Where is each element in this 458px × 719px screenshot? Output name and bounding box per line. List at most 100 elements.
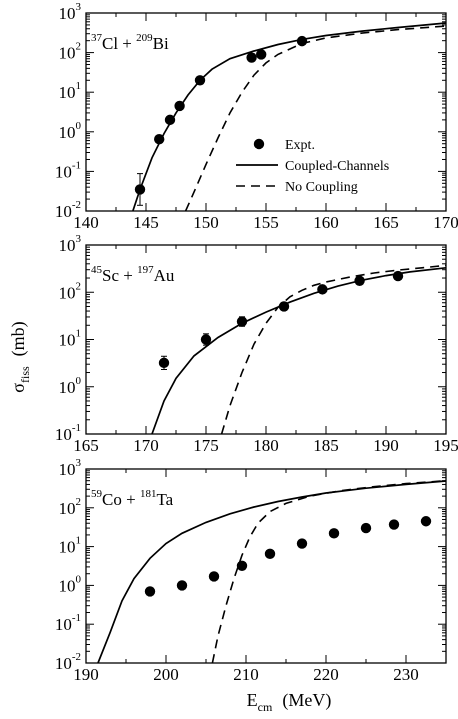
expt-data-point xyxy=(246,52,257,63)
y-tick-label: 10-2 xyxy=(55,199,81,221)
y-tick-label: 100 xyxy=(59,375,82,397)
y-tick-exponent: -2 xyxy=(72,651,81,663)
expt-data-point xyxy=(176,580,188,591)
expt-data-point xyxy=(144,586,156,597)
y-tick-label: 103 xyxy=(59,233,82,255)
reaction-label-part: 197 xyxy=(137,264,154,276)
x-tick-label: 210 xyxy=(233,665,259,684)
legend-label: Coupled-Channels xyxy=(285,159,389,174)
y-tick-exponent: 3 xyxy=(76,233,82,245)
y-tick-base: 10 xyxy=(55,162,72,181)
legend-label: No Coupling xyxy=(285,180,358,195)
reaction-label-part: Ta xyxy=(156,490,173,509)
reaction-label-part: Au xyxy=(154,266,175,285)
x-tick-label: 165 xyxy=(73,436,99,455)
reaction-label-part: 37 xyxy=(91,32,103,44)
y-tick-base: 10 xyxy=(55,654,72,673)
expt-data-point xyxy=(328,528,340,539)
y-tick-label: 10-2 xyxy=(55,651,81,673)
x-tick-label: 140 xyxy=(73,213,99,232)
y-tick-exponent: 0 xyxy=(76,573,82,585)
y-tick-exponent: 2 xyxy=(76,496,82,508)
expt-data-point xyxy=(388,519,400,530)
expt-data-point xyxy=(264,548,276,560)
reaction-label-part: Co + xyxy=(102,490,140,509)
x-tick-label: 170 xyxy=(133,436,159,455)
x-axis-unit: (MeV) xyxy=(282,690,331,711)
y-tick-label: 10-1 xyxy=(55,159,81,181)
reaction-label-part: Bi xyxy=(153,34,169,53)
reaction-label-part: 209 xyxy=(136,32,153,44)
y-tick-base: 10 xyxy=(59,460,76,479)
y-tick-exponent: 0 xyxy=(76,375,82,387)
x-axis-subscript: cm xyxy=(258,700,273,714)
y-tick-base: 10 xyxy=(59,499,76,518)
x-tick-label: 190 xyxy=(373,436,399,455)
reaction-label: 59Co + 181Ta xyxy=(91,488,174,509)
x-tick-label: 180 xyxy=(253,436,279,455)
reaction-label: 37Cl + 209Bi xyxy=(91,32,169,53)
y-axis-subscript: fiss xyxy=(18,366,32,383)
y-tick-base: 10 xyxy=(59,123,76,142)
y-tick-base: 10 xyxy=(55,615,72,634)
reaction-label-part: 181 xyxy=(140,488,157,500)
svg-text:Ecm(MeV): Ecm (MeV) xyxy=(247,690,332,714)
y-tick-exponent: 3 xyxy=(76,457,82,469)
y-axis-title: σfiss (mb) xyxy=(8,321,32,392)
x-tick-label: 145 xyxy=(133,213,159,232)
y-tick-label: 102 xyxy=(59,280,82,302)
y-tick-base: 10 xyxy=(59,378,76,397)
x-tick-label: 155 xyxy=(253,213,279,232)
svg-text:σfiss(mb): σfiss (mb) xyxy=(8,321,32,392)
expt-data-point xyxy=(296,35,308,47)
y-tick-exponent: 1 xyxy=(76,535,82,547)
y-tick-exponent: 3 xyxy=(76,1,82,13)
x-tick-label: 190 xyxy=(73,665,99,684)
y-tick-exponent: -1 xyxy=(72,159,81,171)
y-tick-label: 100 xyxy=(59,120,82,142)
y-tick-base: 10 xyxy=(59,4,76,23)
y-tick-base: 10 xyxy=(59,44,76,63)
y-tick-label: 10-1 xyxy=(55,422,81,444)
expt-data-point xyxy=(256,49,267,60)
coupled-channels-curve xyxy=(97,480,446,663)
no-coupling-curve xyxy=(220,264,446,434)
y-tick-exponent: 0 xyxy=(76,120,82,132)
x-tick-label: 165 xyxy=(373,213,399,232)
y-axis-symbol: σ xyxy=(8,383,28,393)
x-axis-title: Ecm (MeV) xyxy=(247,690,332,714)
y-tick-base: 10 xyxy=(59,331,76,350)
y-tick-label: 10-1 xyxy=(55,612,81,634)
reaction-label-part: Sc + xyxy=(102,266,137,285)
y-tick-label: 101 xyxy=(59,328,82,350)
reaction-label-part: 45 xyxy=(91,264,103,276)
coupled-channels-curve xyxy=(131,22,446,211)
y-tick-base: 10 xyxy=(59,576,76,595)
reaction-label-part: 59 xyxy=(91,488,103,500)
x-tick-label: 220 xyxy=(313,665,339,684)
y-tick-label: 103 xyxy=(59,1,82,23)
x-tick-label: 170 xyxy=(433,213,458,232)
expt-data-point xyxy=(158,357,170,369)
plot-frame xyxy=(85,12,447,212)
expt-data-point xyxy=(420,516,432,527)
legend: Expt. Coupled-Channels No Coupling xyxy=(236,138,389,195)
expt-data-point xyxy=(236,560,248,572)
x-tick-label: 185 xyxy=(313,436,339,455)
y-tick-exponent: 2 xyxy=(76,41,82,53)
y-tick-label: 101 xyxy=(59,535,82,557)
x-axis-symbol: E xyxy=(247,690,258,710)
plot-frame xyxy=(85,244,447,435)
legend-marker xyxy=(253,138,265,150)
y-tick-label: 101 xyxy=(59,80,82,102)
reaction-label: 45Sc + 197Au xyxy=(91,264,175,285)
y-tick-exponent: -2 xyxy=(72,199,81,211)
x-tick-label: 150 xyxy=(193,213,219,232)
y-tick-base: 10 xyxy=(59,236,76,255)
no-coupling-curve xyxy=(211,479,446,663)
y-tick-exponent: -1 xyxy=(72,422,81,434)
